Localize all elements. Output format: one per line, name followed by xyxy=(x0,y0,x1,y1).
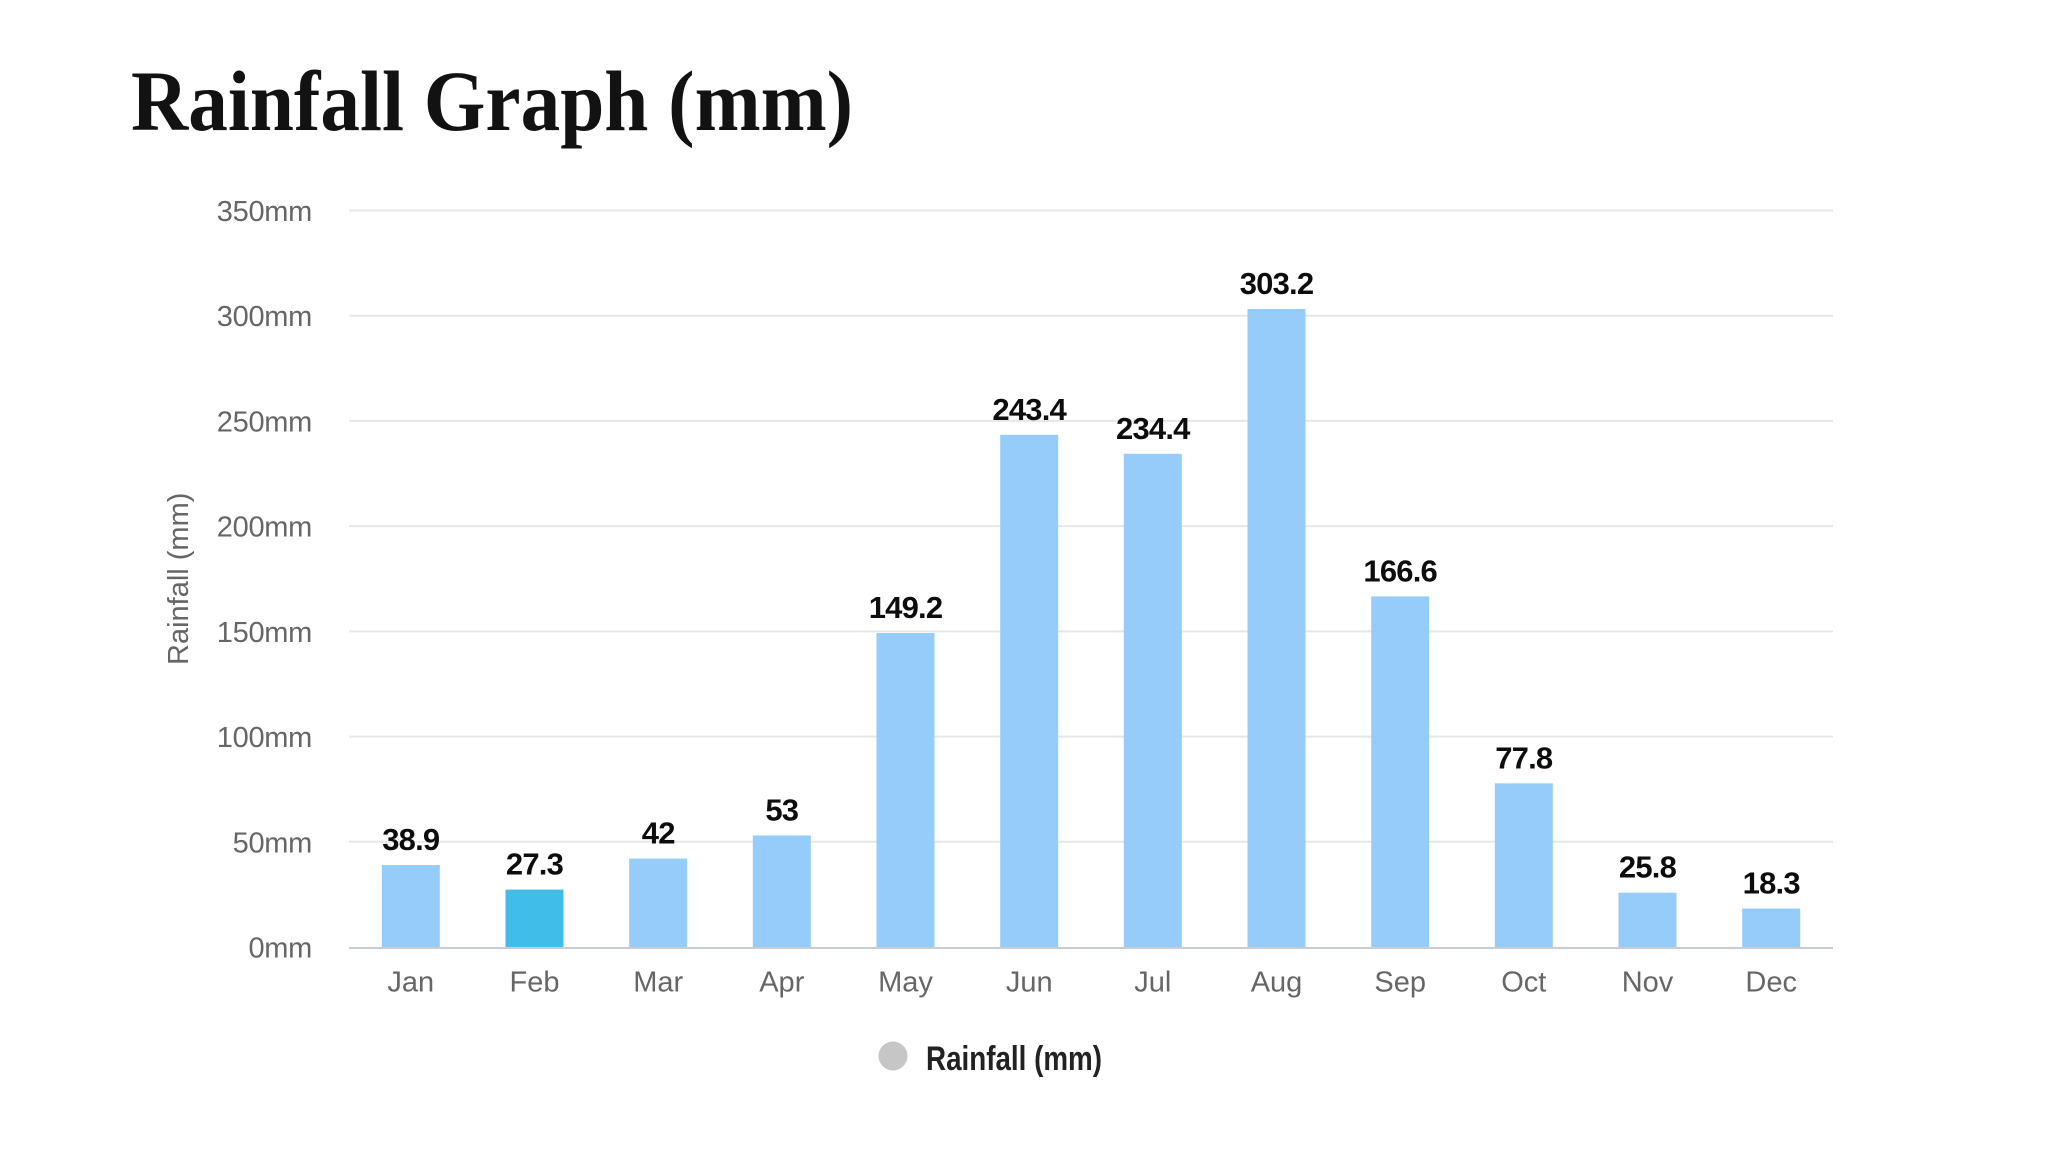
svg-text:53: 53 xyxy=(765,793,798,828)
svg-text:Dec: Dec xyxy=(1745,967,1797,999)
svg-text:27.3: 27.3 xyxy=(506,847,564,882)
svg-text:Jun: Jun xyxy=(1006,967,1053,999)
svg-text:18.3: 18.3 xyxy=(1743,866,1801,901)
svg-text:May: May xyxy=(878,967,933,999)
svg-text:Sep: Sep xyxy=(1374,967,1426,999)
svg-text:150mm: 150mm xyxy=(217,617,312,649)
svg-text:Feb: Feb xyxy=(510,967,560,999)
svg-text:Rainfall Graph (mm): Rainfall Graph (mm) xyxy=(131,53,853,149)
svg-text:166.6: 166.6 xyxy=(1363,553,1437,588)
svg-text:Oct: Oct xyxy=(1501,967,1546,999)
svg-text:100mm: 100mm xyxy=(217,722,312,754)
svg-text:234.4: 234.4 xyxy=(1116,411,1191,446)
svg-text:300mm: 300mm xyxy=(217,301,312,333)
svg-text:Apr: Apr xyxy=(759,967,804,999)
svg-text:0mm: 0mm xyxy=(248,933,312,965)
svg-text:Nov: Nov xyxy=(1622,967,1674,999)
svg-text:77.8: 77.8 xyxy=(1495,740,1553,775)
svg-text:50mm: 50mm xyxy=(233,827,312,859)
svg-text:Aug: Aug xyxy=(1251,967,1303,999)
svg-text:Jan: Jan xyxy=(387,967,434,999)
svg-text:200mm: 200mm xyxy=(217,512,312,544)
svg-text:250mm: 250mm xyxy=(217,406,312,438)
svg-text:350mm: 350mm xyxy=(217,196,312,228)
svg-text:38.9: 38.9 xyxy=(382,822,440,857)
svg-text:243.4: 243.4 xyxy=(992,392,1067,427)
svg-text:Rainfall (mm): Rainfall (mm) xyxy=(926,1040,1102,1078)
svg-text:Rainfall (mm): Rainfall (mm) xyxy=(163,493,195,665)
svg-text:149.2: 149.2 xyxy=(869,590,943,625)
svg-text:303.2: 303.2 xyxy=(1240,266,1314,301)
svg-text:Mar: Mar xyxy=(633,967,683,999)
svg-text:25.8: 25.8 xyxy=(1619,850,1677,885)
svg-text:42: 42 xyxy=(642,816,675,851)
svg-text:Jul: Jul xyxy=(1134,967,1171,999)
